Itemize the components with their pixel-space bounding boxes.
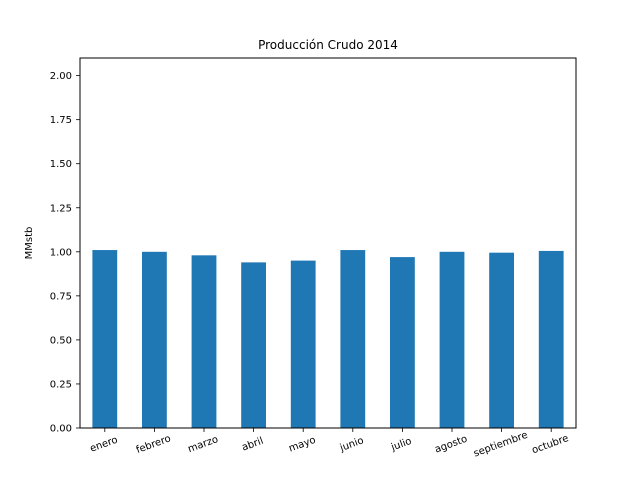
y-tick-label: 1.75 bbox=[50, 115, 72, 126]
x-tick-label: mayo bbox=[287, 435, 317, 455]
y-ticks-group: 0.00 0.25 0.50 0.75 1.00 1.25 1.50 1.75 2.00 bbox=[50, 71, 80, 435]
bar-mayo bbox=[290, 260, 316, 428]
x-tick-label: febrero bbox=[135, 433, 173, 456]
x-tick-label: agosto bbox=[433, 434, 469, 456]
y-tick-label: 0.75 bbox=[50, 291, 72, 302]
bar-julio bbox=[390, 257, 415, 428]
bar-febrero bbox=[142, 251, 167, 428]
chart-title: Producción Crudo 2014 bbox=[258, 38, 398, 52]
x-tick-label: julio bbox=[389, 436, 413, 454]
bar-abril bbox=[241, 262, 266, 428]
bar-agosto bbox=[439, 251, 465, 428]
y-axis-label: MMstb bbox=[24, 227, 35, 260]
y-tick-label: 1.25 bbox=[50, 203, 72, 214]
plot-frame bbox=[79, 57, 577, 429]
y-tick-label: 1.50 bbox=[50, 159, 72, 170]
x-tick-label: octubre bbox=[530, 433, 570, 456]
y-tick-label: 0.25 bbox=[50, 379, 72, 390]
bar-enero bbox=[92, 250, 118, 428]
y-tick-label: 0.00 bbox=[50, 424, 72, 435]
bars-group bbox=[92, 250, 564, 428]
y-tick-label: 2.00 bbox=[50, 71, 72, 82]
y-tick-label: 1.00 bbox=[50, 247, 72, 258]
x-tick-label: septiembre bbox=[472, 430, 529, 460]
bar-septiembre bbox=[489, 252, 514, 428]
x-tick-label: abril bbox=[240, 436, 265, 454]
x-ticks-group: enero febrero marzo abril mayo junio julio agos… bbox=[89, 428, 570, 460]
y-tick-label: 0.50 bbox=[50, 335, 72, 346]
x-tick-label: junio bbox=[338, 435, 366, 454]
bar-octubre bbox=[538, 250, 564, 428]
x-tick-label: enero bbox=[89, 435, 120, 455]
bar-junio bbox=[340, 250, 366, 428]
bar-marzo bbox=[191, 255, 217, 428]
x-tick-label: marzo bbox=[187, 434, 220, 455]
